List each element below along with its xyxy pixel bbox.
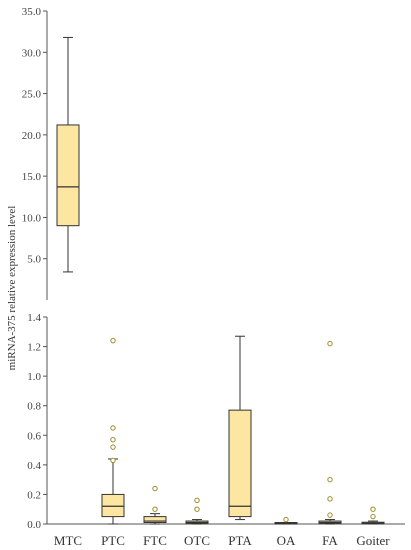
box-ptc [101,337,125,525]
outlier-point [283,516,289,523]
lower-y-tick-label: 0.8 [27,401,41,413]
lower-y-tick-label: 1.0 [27,371,41,383]
outlier-point [327,512,333,518]
lower-y-tick-label: 0.4 [27,460,41,472]
outlier-point [194,506,200,512]
outlier-point [194,497,200,504]
outlier-point [370,506,376,512]
lower-y-tick-label: 1.4 [27,312,41,324]
category-label-mtc: MTC [54,533,82,548]
box-iqr [101,493,125,518]
lower-y-tick-label: 0.2 [27,489,41,501]
box-iqr [228,409,252,518]
lower-panel: 0.0 0.2 0.4 0.6 0.8 1.0 1.2 1.4 [27,312,405,531]
outlier-point [110,425,116,431]
upper-y-tick-label: 15.0 [22,171,42,183]
outlier-point [110,444,116,450]
outlier-point [152,485,158,492]
category-label-goiter: Goiter [356,533,390,548]
box-oa [274,516,298,525]
box-ftc [143,485,167,525]
box-mtc [56,36,80,273]
box-iqr [56,124,80,227]
upper-y-tick-label: 5.0 [27,254,41,266]
upper-y-tick-label: 35.0 [22,6,42,18]
outlier-point [152,506,158,512]
box-fa [318,340,342,525]
y-axis-label: miRNA-375 relative expression level [6,206,18,371]
category-label-oa: OA [277,533,296,548]
box-iqr [143,516,167,524]
category-label-otc: OTC [184,533,210,548]
box-goiter [361,506,385,525]
upper-y-tick-label: 20.0 [22,130,42,142]
outlier-point [110,337,116,344]
lower-y-tick-label: 1.2 [27,342,41,354]
category-labels: MTC PTC FTC OTC PTA OA FA Goiter [54,533,390,548]
category-label-ptc: PTC [101,533,125,548]
outlier-point [110,437,116,443]
upper-y-tick-label: 25.0 [22,89,42,101]
outlier-point [327,340,333,347]
box-pta [228,335,252,521]
outlier-point [327,476,333,483]
outlier-point [370,513,376,520]
category-label-fa: FA [322,533,338,548]
upper-panel: 5.0 10.0 15.0 20.0 25.0 30.0 35.0 [22,6,80,300]
outlier-point [110,457,116,464]
upper-y-tick-label: 10.0 [22,212,42,224]
outlier-point [327,496,333,502]
upper-y-tick-label: 30.0 [22,47,42,59]
category-label-pta: PTA [228,533,252,548]
category-label-ftc: FTC [143,533,167,548]
lower-y-tick-label: 0.6 [27,430,41,442]
lower-y-tick-label: 0.0 [27,519,41,531]
box-otc [185,497,209,525]
